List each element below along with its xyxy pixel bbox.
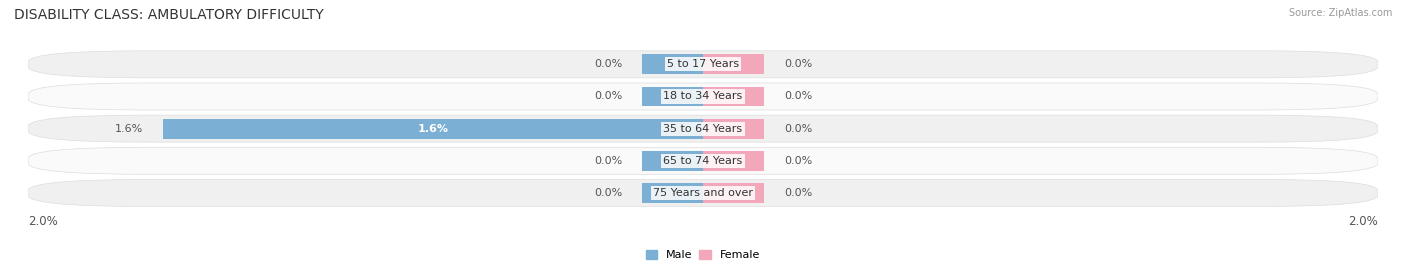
Bar <box>643 87 703 106</box>
Text: 0.0%: 0.0% <box>785 188 813 198</box>
FancyBboxPatch shape <box>28 115 1378 142</box>
Text: 35 to 64 Years: 35 to 64 Years <box>664 124 742 134</box>
Text: 2.0%: 2.0% <box>28 215 58 228</box>
Text: 0.0%: 0.0% <box>593 59 621 69</box>
Text: 0.0%: 0.0% <box>593 188 621 198</box>
Bar <box>643 183 703 203</box>
Text: 5 to 17 Years: 5 to 17 Years <box>666 59 740 69</box>
Text: 0.0%: 0.0% <box>785 156 813 166</box>
Bar <box>703 119 763 139</box>
FancyBboxPatch shape <box>28 180 1378 206</box>
Text: DISABILITY CLASS: AMBULATORY DIFFICULTY: DISABILITY CLASS: AMBULATORY DIFFICULTY <box>14 8 323 22</box>
Text: 0.0%: 0.0% <box>785 91 813 102</box>
FancyBboxPatch shape <box>28 147 1378 174</box>
Bar <box>703 87 763 106</box>
Legend: Male, Female: Male, Female <box>641 245 765 265</box>
Bar <box>703 151 763 171</box>
Text: 75 Years and over: 75 Years and over <box>652 188 754 198</box>
Text: 18 to 34 Years: 18 to 34 Years <box>664 91 742 102</box>
FancyBboxPatch shape <box>28 83 1378 110</box>
Text: 65 to 74 Years: 65 to 74 Years <box>664 156 742 166</box>
Text: 0.0%: 0.0% <box>593 156 621 166</box>
Text: 0.0%: 0.0% <box>785 59 813 69</box>
Text: 1.6%: 1.6% <box>115 124 143 134</box>
Bar <box>643 54 703 74</box>
Bar <box>703 183 763 203</box>
Text: 0.0%: 0.0% <box>785 124 813 134</box>
Text: Source: ZipAtlas.com: Source: ZipAtlas.com <box>1288 8 1392 18</box>
Text: 0.0%: 0.0% <box>593 91 621 102</box>
Bar <box>703 54 763 74</box>
FancyBboxPatch shape <box>28 51 1378 78</box>
Text: 2.0%: 2.0% <box>1348 215 1378 228</box>
Text: 1.6%: 1.6% <box>418 124 449 134</box>
Bar <box>163 119 703 139</box>
Bar <box>643 151 703 171</box>
